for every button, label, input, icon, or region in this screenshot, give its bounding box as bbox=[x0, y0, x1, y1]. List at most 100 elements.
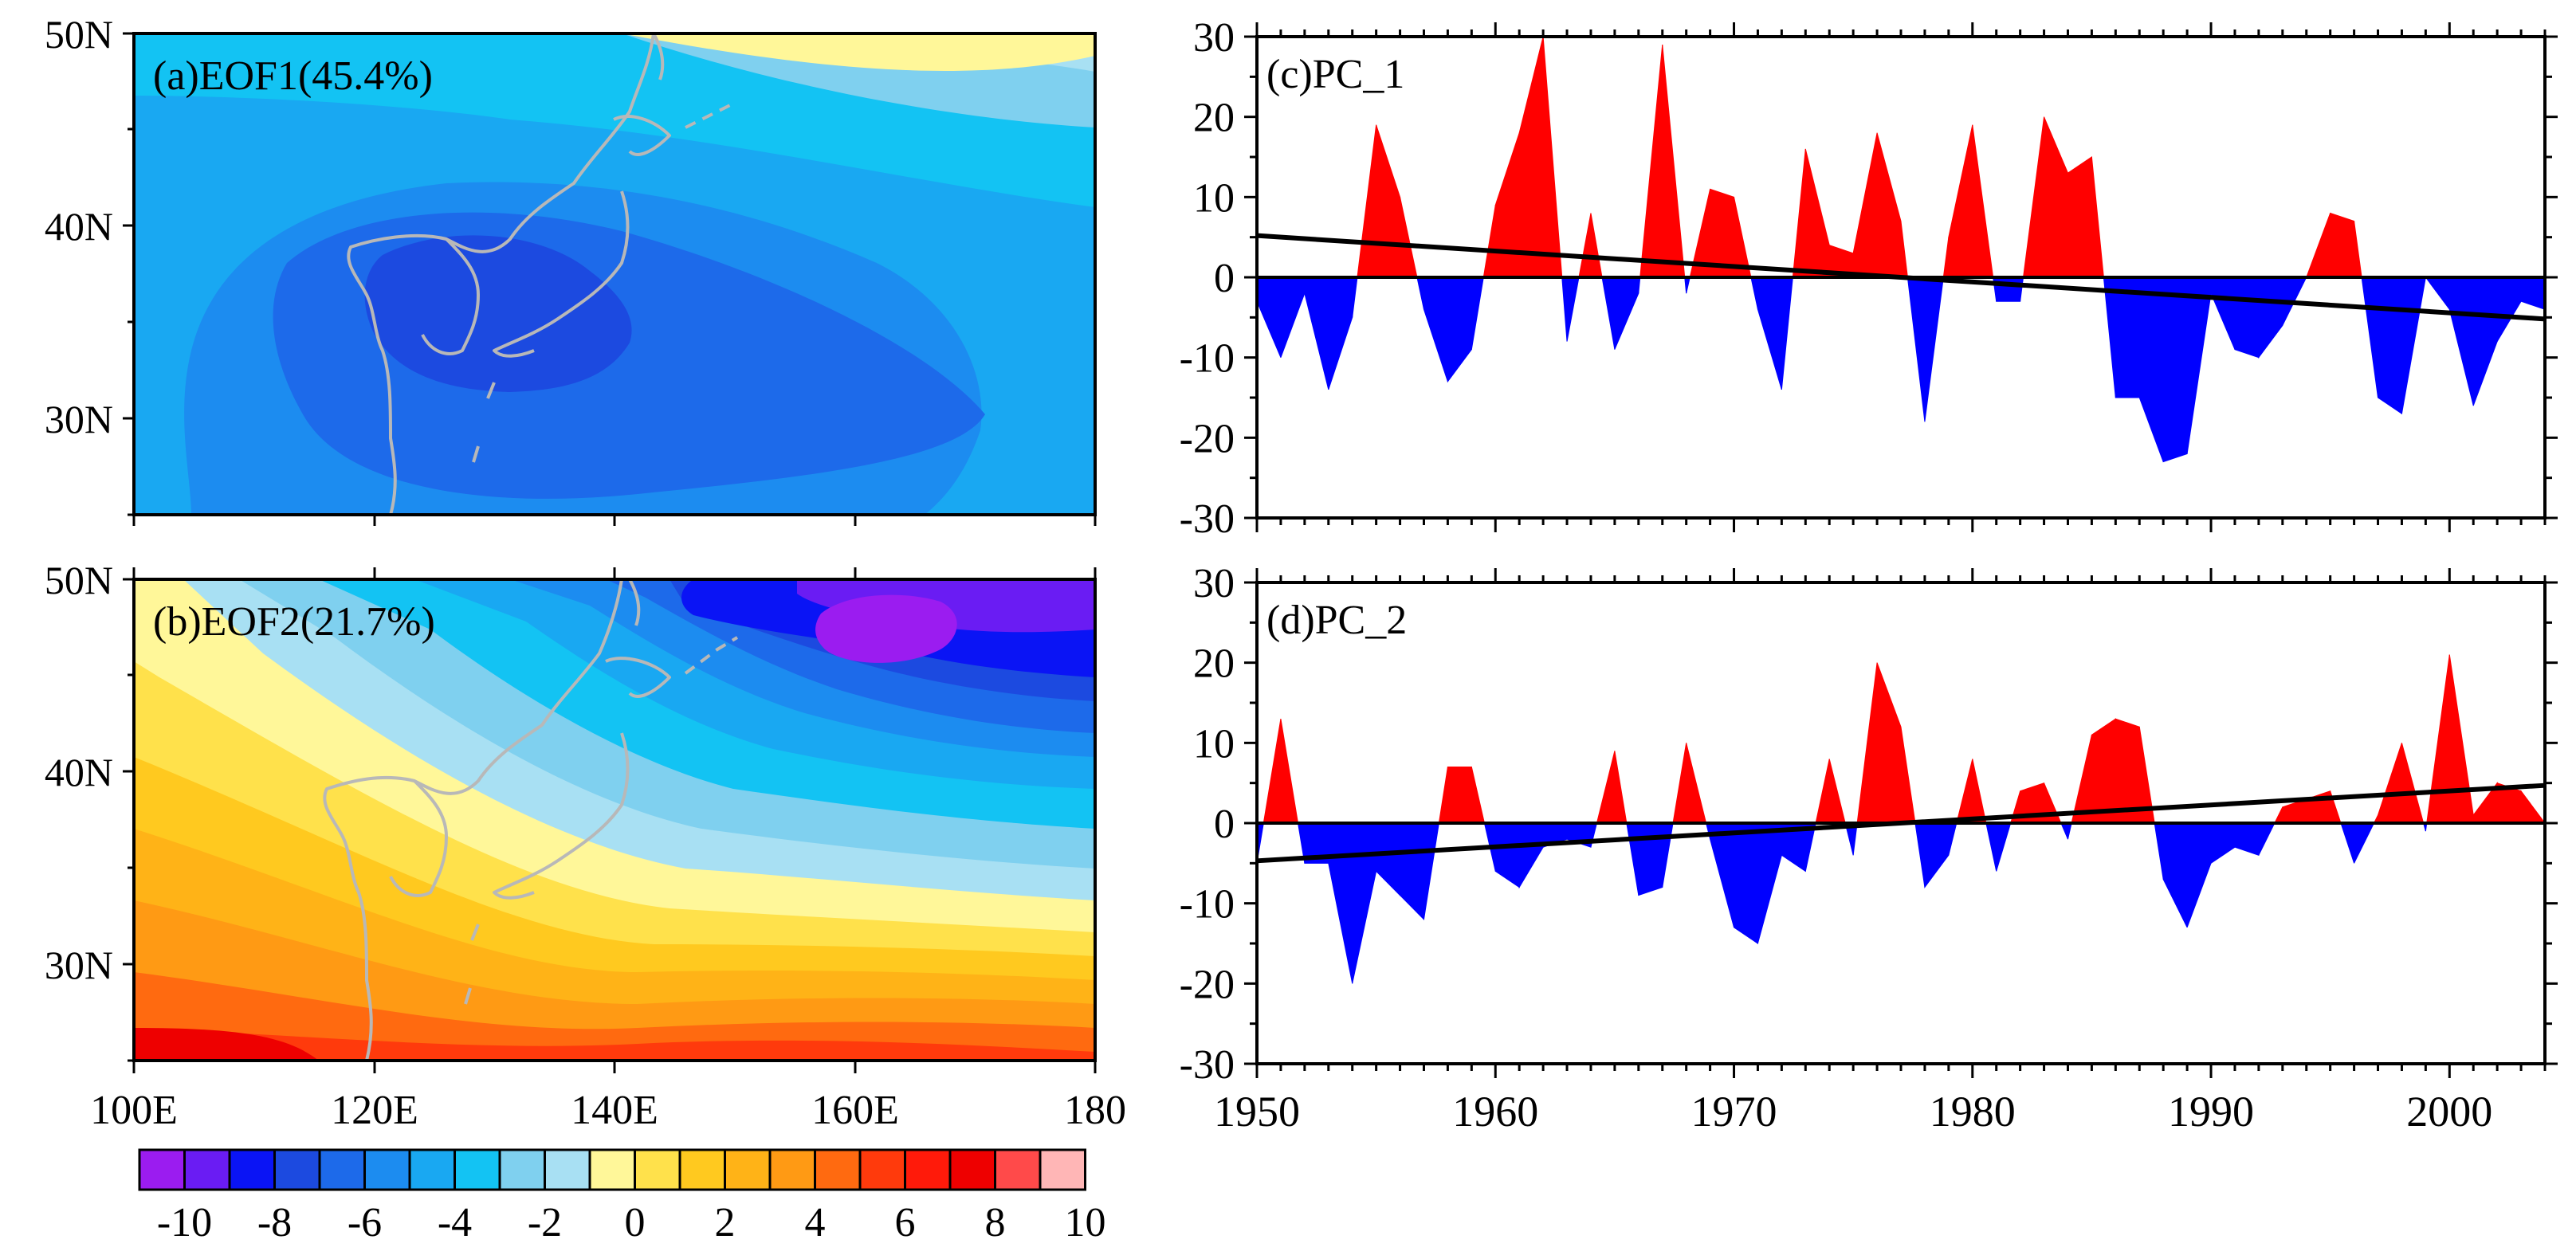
pc1-negative-area bbox=[1352, 276, 1358, 318]
pc2-negative-area bbox=[1400, 822, 1424, 921]
pc1-negative-area bbox=[2448, 276, 2474, 406]
pc1-negative-area bbox=[2162, 276, 2188, 463]
pc1-positive-area bbox=[1876, 132, 1902, 278]
pc2-positive-area bbox=[1672, 743, 1687, 824]
pc1-positive-area bbox=[2306, 213, 2331, 278]
colorbar-box bbox=[588, 1148, 636, 1191]
pc1-negative-area bbox=[1280, 276, 1306, 358]
colorbar-label: -4 bbox=[438, 1200, 472, 1245]
pc1-negative-area bbox=[2138, 276, 2164, 462]
colorbar-label: 8 bbox=[985, 1200, 1006, 1245]
pc2-negative-area bbox=[2186, 822, 2212, 928]
eof2-lat-label-40n: 40N bbox=[45, 750, 113, 794]
pc1-negative-area bbox=[2472, 276, 2498, 406]
pc1-negative-area bbox=[1924, 276, 1944, 422]
pc2-trend-line bbox=[1256, 782, 2546, 864]
pc2-ytick-label: 30 bbox=[1193, 561, 1235, 606]
pc2-positive-area bbox=[2044, 782, 2062, 824]
colorbar-box bbox=[454, 1148, 501, 1191]
pc2-positive-area bbox=[2520, 790, 2546, 824]
pc2-negative-area bbox=[1710, 822, 1735, 928]
pc2-positive-area bbox=[1438, 767, 1448, 824]
pc2-positive-area bbox=[1828, 759, 1846, 824]
eof1-coastlines bbox=[347, 33, 734, 515]
eof1-coastline-korea bbox=[421, 237, 480, 355]
pc2-positive-area bbox=[1471, 767, 1486, 824]
colorbar-box bbox=[138, 1148, 186, 1191]
pc2-positive-area bbox=[2426, 654, 2450, 824]
pc1-negative-area bbox=[1686, 276, 1690, 294]
colorbar-box bbox=[678, 1148, 726, 1191]
pc2-negative-area bbox=[1996, 822, 2012, 872]
pc2-xtick-label: 2000 bbox=[2406, 1088, 2492, 1135]
pc1-positive-area bbox=[1948, 124, 1973, 278]
pc1-negative-area bbox=[1601, 276, 1616, 350]
pc2-negative-area bbox=[1376, 822, 1401, 896]
colorbar-box bbox=[814, 1148, 862, 1191]
eof1-title: (a)EOF1(45.4%) bbox=[153, 53, 433, 99]
pc2-positive-area bbox=[1596, 751, 1616, 824]
pc2-positive-area bbox=[1815, 759, 1830, 824]
colorbar-labels: -10 -8 -6 -4 -2 0 2 4 6 8 10 bbox=[157, 1200, 1106, 1245]
pc1-negative-area bbox=[2425, 276, 2450, 311]
eof2-coastline-honshu bbox=[493, 732, 630, 900]
pc1-negative-area bbox=[1638, 276, 1641, 294]
pc1-positive-area bbox=[1494, 132, 1520, 278]
pc1-negative-area bbox=[2520, 276, 2546, 310]
pc2-negative-area bbox=[1734, 822, 1758, 944]
eof1-lat-ticks bbox=[123, 32, 134, 516]
pc2-negative-area bbox=[1626, 822, 1639, 896]
eof2-lat-ticks bbox=[123, 578, 134, 1062]
pc1-negative-area bbox=[1750, 276, 1758, 310]
eof1-lat-label-40n: 40N bbox=[45, 204, 113, 249]
pc1-positive-area bbox=[1900, 221, 1908, 278]
colorbar-label: -10 bbox=[157, 1200, 212, 1245]
colorbar-box bbox=[544, 1148, 591, 1191]
eof1-coastline-kurils bbox=[685, 102, 734, 129]
colorbar-label: 0 bbox=[625, 1200, 646, 1245]
pc1-ytick-label: 10 bbox=[1193, 175, 1235, 221]
pc1-positive-area bbox=[2330, 212, 2355, 278]
pc2-negative-area bbox=[2154, 822, 2164, 880]
eof2-fill-level-16 bbox=[815, 594, 957, 663]
pc1-positive-area bbox=[1852, 132, 1878, 278]
eof1-coastline-ryukyu bbox=[472, 382, 496, 463]
eof2-map: (b)EOF2(21.7%) 50N 40N 30N 100E 120E 140… bbox=[45, 558, 1126, 1133]
eof2-title: (b)EOF2(21.7%) bbox=[153, 599, 435, 645]
pc2-negative-area bbox=[1985, 822, 1997, 872]
pc2-negative-area bbox=[1948, 822, 1958, 856]
pc2-xtick-label: 1970 bbox=[1691, 1088, 1777, 1135]
pc1-negative-area bbox=[1471, 276, 1484, 350]
pc2-negative-area bbox=[2060, 822, 2068, 840]
pc2-positive-area bbox=[1280, 719, 1299, 824]
pc1-negative-area bbox=[1423, 276, 1448, 382]
pc2-ytick-label: 0 bbox=[1214, 802, 1235, 847]
colorbar-box bbox=[724, 1148, 772, 1191]
pc1-ytick-label: 30 bbox=[1193, 15, 1235, 61]
colorbar-box bbox=[768, 1148, 816, 1191]
pc2-positive-area bbox=[2378, 743, 2402, 824]
eof1-lat-label-30n: 30N bbox=[45, 397, 113, 441]
colorbar-box bbox=[948, 1148, 996, 1191]
pc1-chart: 30 20 10 0 -10 -20 -30 (c)PC_1 bbox=[1180, 15, 2558, 542]
pc1-positive-area bbox=[2067, 156, 2092, 278]
eof2-coastline-ryukyu bbox=[464, 924, 480, 1005]
eof2-coastline-hokkaido bbox=[605, 657, 671, 698]
pc1-ytick-label: -10 bbox=[1180, 336, 1235, 382]
pc2-positive-area bbox=[1447, 767, 1472, 824]
pc2-negative-area bbox=[1638, 822, 1663, 896]
pc1-ytick-label: 20 bbox=[1193, 96, 1235, 141]
lon-label-160e: 160E bbox=[811, 1088, 899, 1133]
pc2-negative-area bbox=[1494, 822, 1520, 888]
eof1-lon-ticks bbox=[132, 515, 1097, 526]
pc2-negative-area bbox=[2258, 822, 2276, 856]
colorbar-box bbox=[994, 1148, 1042, 1191]
pc1-negative-area bbox=[1906, 276, 1926, 422]
colorbar-box bbox=[408, 1148, 456, 1191]
pc2-negative-area bbox=[1662, 822, 1674, 888]
pc1-positive-area bbox=[1542, 36, 1563, 278]
pc1-negative-area bbox=[1416, 276, 1424, 310]
pc2-negative-area bbox=[1423, 822, 1439, 920]
pc1-title: (c)PC_1 bbox=[1266, 52, 1404, 97]
pc1-ytick-label: 0 bbox=[1214, 256, 1235, 301]
